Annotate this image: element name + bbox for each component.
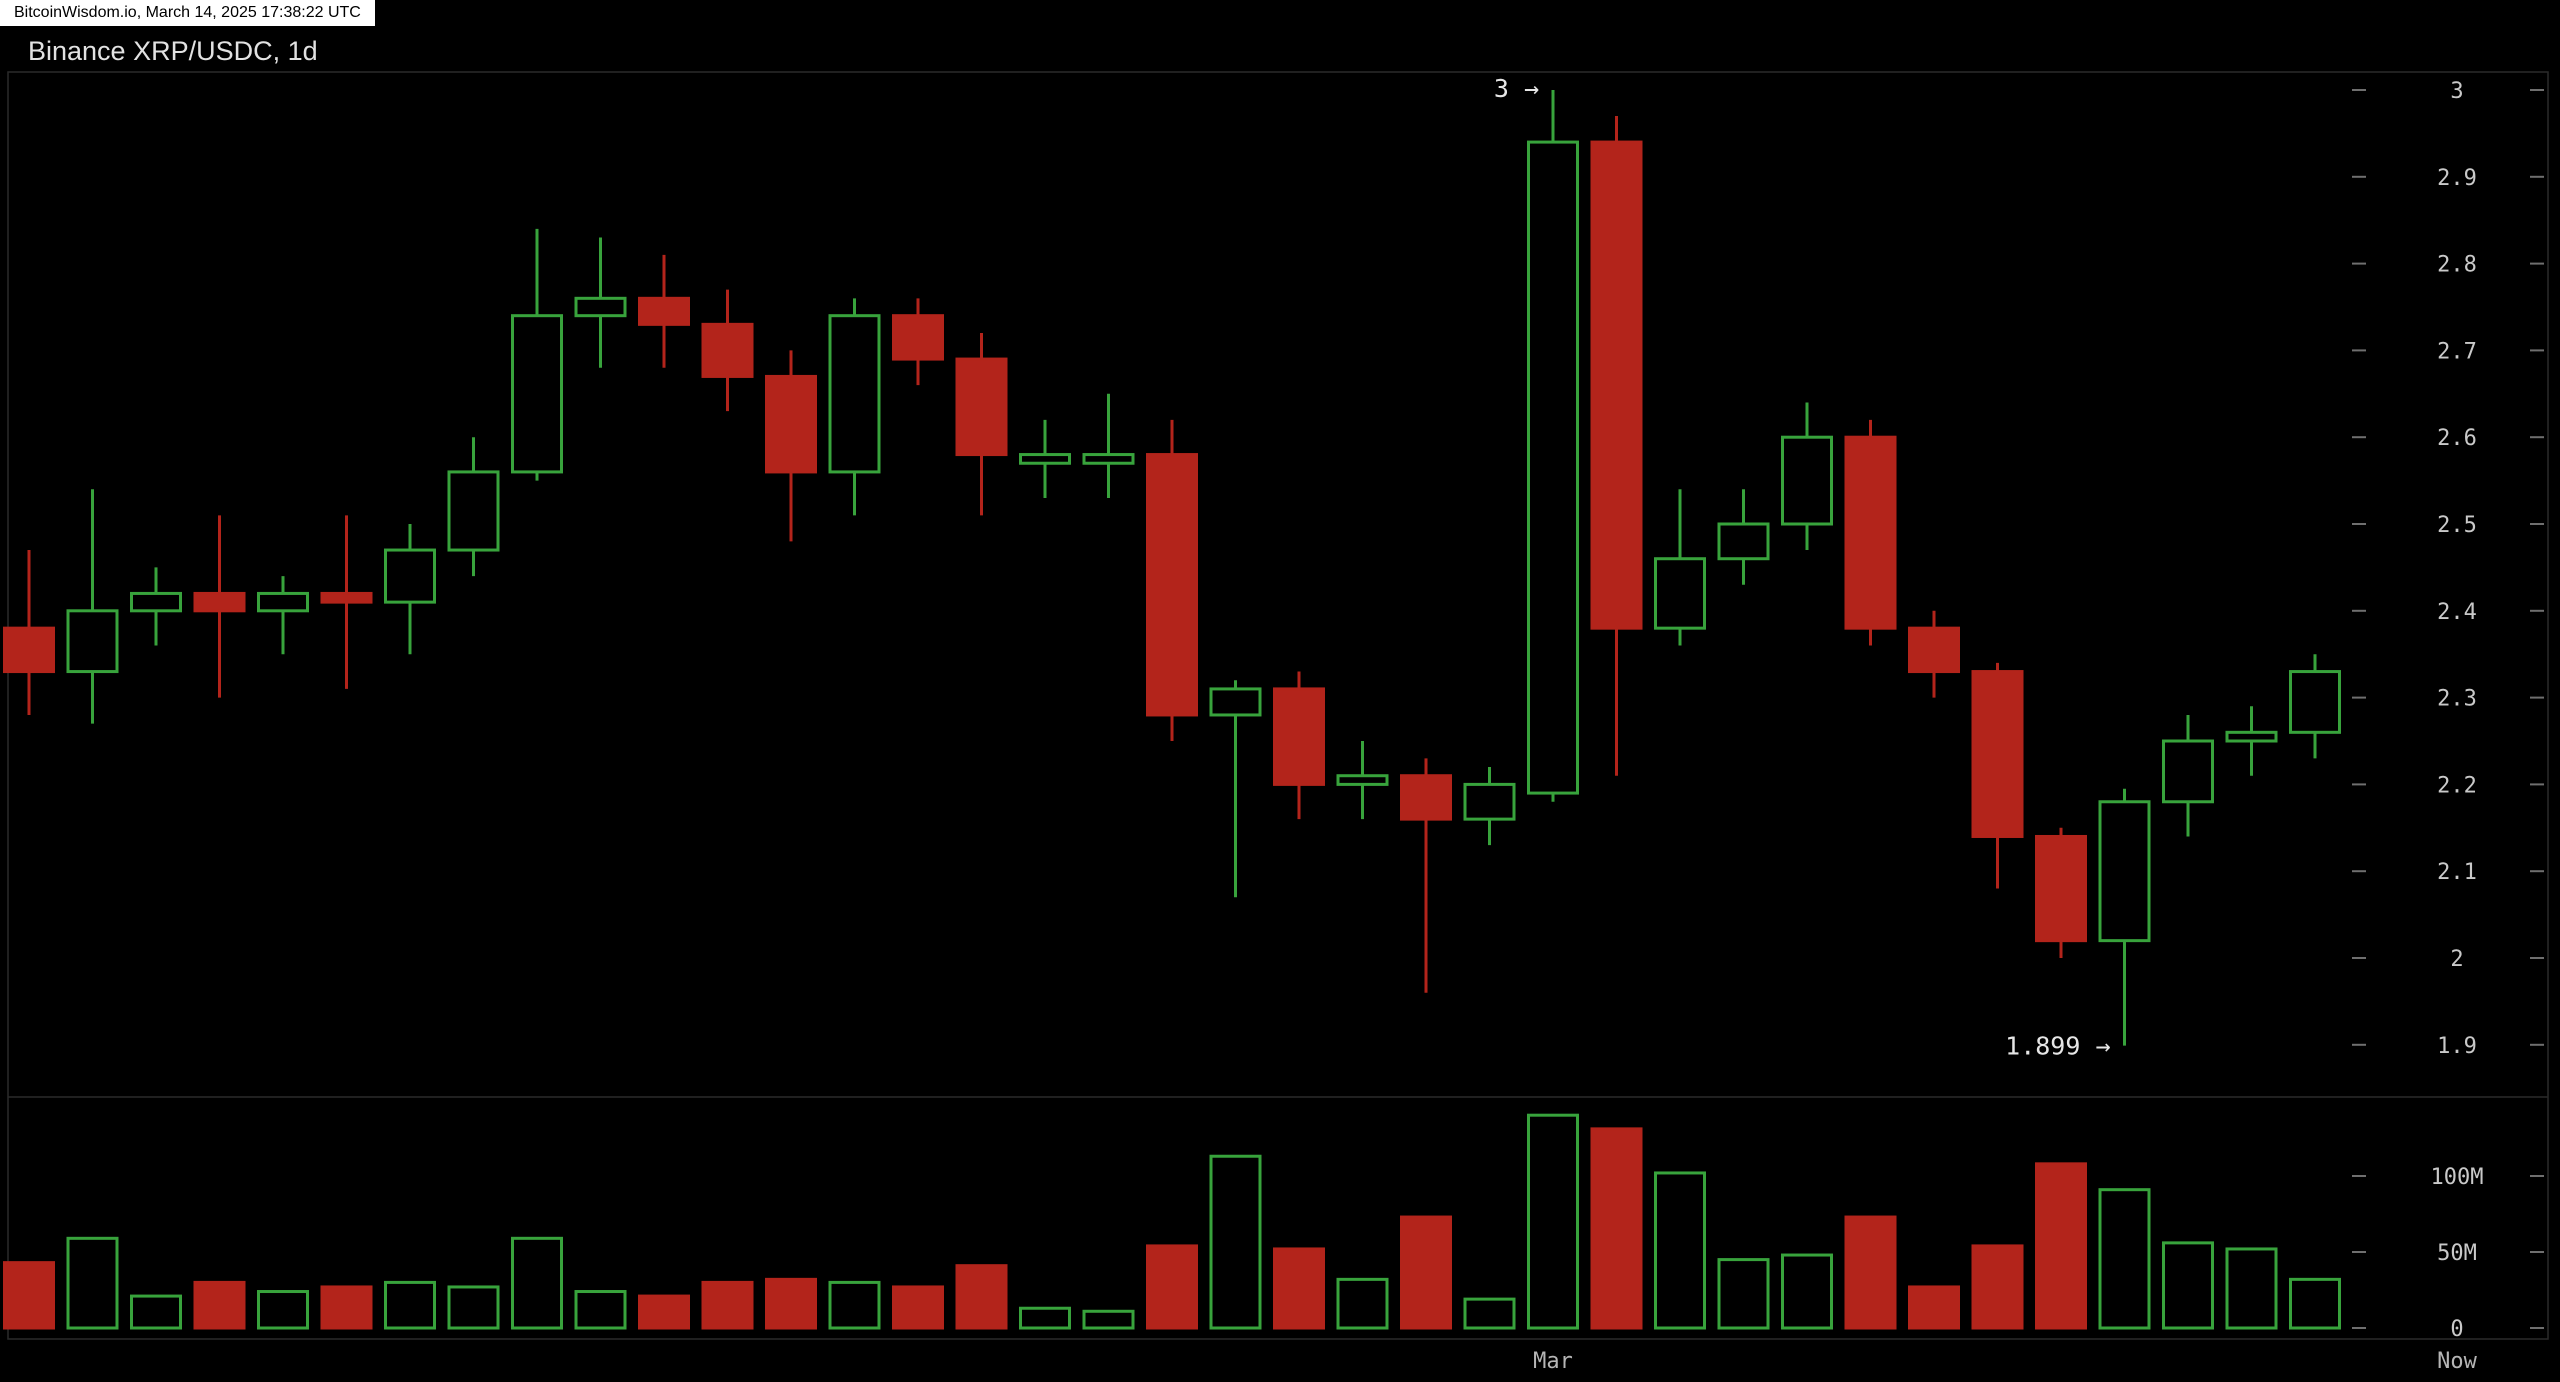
- candle-body: [1971, 670, 2024, 838]
- candle-body: [1527, 140, 1579, 795]
- candle-body: [2225, 730, 2278, 743]
- low-price-annotation: 1.899 →: [2005, 1032, 2110, 1061]
- volume-bar: [1209, 1154, 1262, 1330]
- candle-body: [1209, 687, 1262, 717]
- candle-body: [1908, 626, 1960, 674]
- candle-body: [130, 591, 182, 613]
- candle-body: [1336, 774, 1389, 786]
- volume-bar: [1781, 1253, 1833, 1330]
- price-axis-label: 2.2: [2437, 773, 2477, 798]
- candle-body: [892, 314, 944, 361]
- volume-bar: [1273, 1247, 1325, 1330]
- volume-bar: [1908, 1285, 1960, 1330]
- volume-bar: [447, 1285, 500, 1330]
- volume-bar: [828, 1280, 881, 1330]
- volume-bar: [384, 1280, 436, 1330]
- volume-bar: [2225, 1247, 2278, 1330]
- candle-body: [66, 609, 119, 674]
- volume-bar: [1717, 1258, 1770, 1330]
- high-price-annotation: 3 →: [1494, 74, 1539, 103]
- volume-bar: [2035, 1162, 2087, 1330]
- volume-bar: [1146, 1244, 1198, 1330]
- volume-bar: [511, 1236, 563, 1330]
- candle-body: [1273, 687, 1325, 786]
- candle-body: [2098, 800, 2151, 943]
- volume-bar: [1082, 1309, 1135, 1330]
- candle-body: [1082, 453, 1135, 465]
- candle-body: [1019, 453, 1071, 465]
- price-axis-label: 3: [2450, 79, 2463, 104]
- candle-body: [1844, 435, 1897, 630]
- price-axis-label: 2.9: [2437, 166, 2477, 191]
- volume-bar: [2162, 1241, 2214, 1330]
- chart-title: Binance XRP/USDC, 1d: [28, 36, 318, 66]
- volume-bar: [1590, 1127, 1643, 1330]
- price-axis-label: 2.1: [2437, 860, 2477, 885]
- price-axis-label: 2.4: [2437, 600, 2477, 625]
- meta-bar: BitcoinWisdom.io, March 14, 2025 17:38:2…: [0, 0, 375, 26]
- price-axis-label: 2.6: [2437, 426, 2477, 451]
- volume-bar: [1019, 1306, 1071, 1330]
- volume-bar: [1400, 1215, 1452, 1330]
- candle-body: [320, 591, 373, 604]
- volume-bar: [257, 1290, 309, 1330]
- chart-frame-border: [7, 71, 2549, 1340]
- volume-bar: [574, 1290, 627, 1330]
- volume-bar: [701, 1280, 754, 1330]
- price-axis-label: 2.8: [2437, 253, 2477, 278]
- volume-bar: [892, 1285, 944, 1330]
- candle-body: [511, 314, 563, 474]
- volume-bar: [1463, 1297, 1516, 1330]
- candle-body: [3, 626, 55, 674]
- candle-body: [1717, 522, 1770, 561]
- candle-body: [1590, 140, 1643, 630]
- volume-axis-label: 100M: [2431, 1165, 2484, 1190]
- candle-body: [1400, 774, 1452, 821]
- time-axis-label: Mar: [1533, 1349, 1573, 1374]
- candle-body: [701, 322, 754, 378]
- volume-axis-label: 50M: [2437, 1241, 2477, 1266]
- price-axis-label: 2.7: [2437, 339, 2477, 364]
- candle-body: [1781, 435, 1833, 526]
- candle-body: [2289, 670, 2341, 734]
- candle-body: [1463, 782, 1516, 821]
- candle-body: [2035, 834, 2087, 943]
- price-axis-label: 1.9: [2437, 1034, 2477, 1059]
- volume-bar: [66, 1236, 119, 1330]
- volume-bar: [193, 1280, 246, 1330]
- volume-bar: [130, 1294, 182, 1330]
- volume-bar: [765, 1277, 817, 1330]
- volume-bar: [1336, 1277, 1389, 1330]
- candle-body: [638, 296, 690, 326]
- volume-bar: [955, 1264, 1008, 1330]
- volume-bar: [2289, 1277, 2341, 1330]
- candle-body: [828, 314, 881, 474]
- price-axis-label: 2.3: [2437, 687, 2477, 712]
- candle-body: [447, 470, 500, 552]
- candle-body: [384, 548, 436, 604]
- price-axis-label: 2.5: [2437, 513, 2477, 538]
- volume-bar: [1527, 1113, 1579, 1330]
- volume-axis-label: 0: [2450, 1317, 2463, 1342]
- candle-body: [765, 374, 817, 474]
- price-axis-label: 2: [2450, 947, 2463, 972]
- volume-bar: [1844, 1215, 1897, 1330]
- candle-body: [1146, 453, 1198, 717]
- candle-body: [257, 591, 309, 613]
- time-axis-label: Now: [2437, 1349, 2477, 1374]
- candle-body: [955, 357, 1008, 457]
- meta-bar-text: BitcoinWisdom.io, March 14, 2025 17:38:2…: [14, 4, 361, 21]
- volume-bar: [320, 1285, 373, 1330]
- candle-body: [2162, 739, 2214, 804]
- volume-bar: [2098, 1188, 2151, 1330]
- volume-bar: [1971, 1244, 2024, 1330]
- volume-bar: [638, 1294, 690, 1330]
- candle-body: [574, 296, 627, 318]
- candle-body: [193, 591, 246, 613]
- candle-body: [1654, 557, 1706, 630]
- volume-bar: [3, 1261, 55, 1330]
- volume-bar: [1654, 1171, 1706, 1330]
